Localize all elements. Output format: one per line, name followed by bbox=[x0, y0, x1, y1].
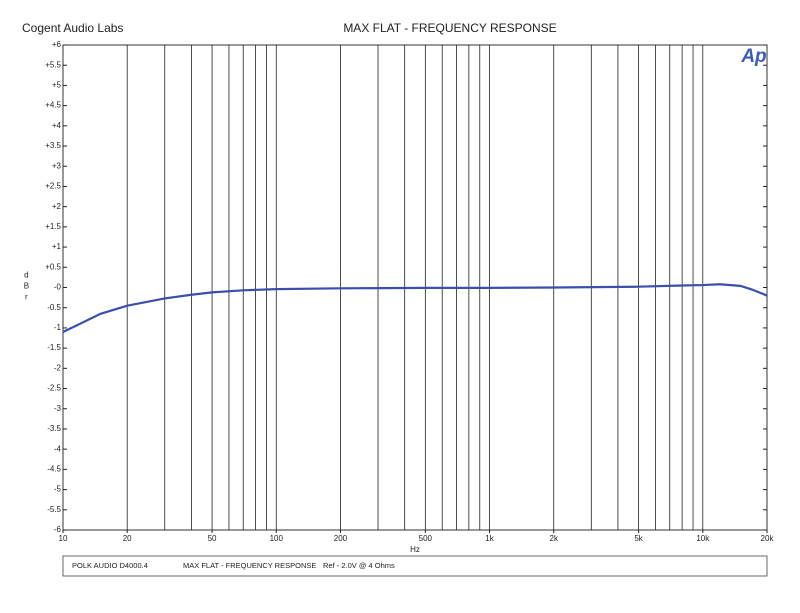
company: Cogent Audio Labs bbox=[22, 21, 123, 35]
footer-device: POLK AUDIO D4000.4 bbox=[72, 561, 148, 570]
footer-test: MAX FLAT - FREQUENCY RESPONSE bbox=[183, 561, 316, 570]
y-tick-label: -6 bbox=[54, 525, 62, 534]
footer-box bbox=[62, 555, 768, 577]
y-tick-label: -5.5 bbox=[47, 505, 61, 514]
y-tick-label: +2 bbox=[52, 202, 62, 211]
y-tick-label: +4.5 bbox=[45, 101, 61, 110]
chart-title: MAX FLAT - FREQUENCY RESPONSE bbox=[343, 21, 556, 35]
y-tick-label: +3.5 bbox=[45, 141, 61, 150]
y-tick-label: -5 bbox=[54, 485, 62, 494]
y-tick-label: +1 bbox=[52, 242, 62, 251]
x-tick-label: 2k bbox=[550, 534, 559, 543]
y-tick-label: -1 bbox=[54, 323, 62, 332]
x-axis-label: Hz bbox=[410, 545, 420, 554]
y-tick-label: -4.5 bbox=[47, 464, 61, 473]
x-tick-label: 20k bbox=[761, 534, 775, 543]
x-tick-label: 1k bbox=[485, 534, 494, 543]
x-tick-label: 10k bbox=[696, 534, 710, 543]
x-tick-label: 500 bbox=[419, 534, 433, 543]
y-tick-label: +1.5 bbox=[45, 222, 61, 231]
y-tick-label: -1.5 bbox=[47, 343, 61, 352]
y-tick-label: -3.5 bbox=[47, 424, 61, 433]
y-tick-label: +5.5 bbox=[45, 60, 61, 69]
y-tick-label: -2.5 bbox=[47, 384, 61, 393]
x-tick-label: 100 bbox=[270, 534, 284, 543]
line-series bbox=[62, 283, 768, 333]
y-tick-label: -4 bbox=[54, 444, 62, 453]
y-tick-label: +3 bbox=[52, 161, 62, 170]
footer-reference: Ref - 2.0V @ 4 Ohms bbox=[323, 561, 395, 570]
y-tick-label: +4 bbox=[52, 121, 62, 130]
y-tick-label: +0.5 bbox=[45, 262, 61, 271]
x-tick-label: 10 bbox=[59, 534, 68, 543]
y-tick-label: +2.5 bbox=[45, 182, 61, 191]
logo: Ap bbox=[740, 46, 766, 67]
y-axis-label: dBr bbox=[22, 271, 31, 304]
y-tick-label: -2 bbox=[54, 363, 62, 372]
y-tick-label: +5 bbox=[52, 81, 62, 90]
x-tick-label: 200 bbox=[334, 534, 348, 543]
y-tick-label: +6 bbox=[52, 40, 62, 49]
y-tick-label: -3 bbox=[54, 404, 62, 413]
x-tick-label: 20 bbox=[123, 534, 132, 543]
x-tick-label: 50 bbox=[208, 534, 217, 543]
y-tick-label: -0.5 bbox=[47, 303, 61, 312]
y-tick-label: -0 bbox=[54, 283, 62, 292]
x-tick-label: 5k bbox=[634, 534, 643, 543]
